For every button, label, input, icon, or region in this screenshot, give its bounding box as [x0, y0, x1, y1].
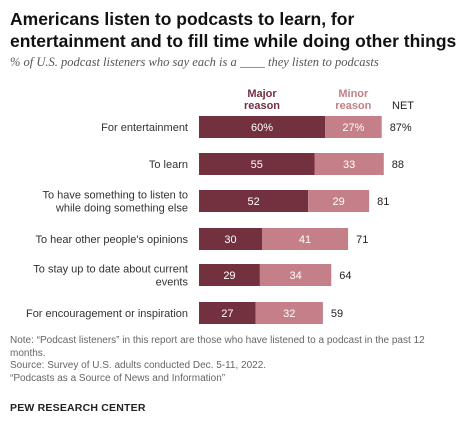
- category-label: For encouragement or inspiration: [26, 308, 188, 320]
- net-header: NET: [392, 100, 414, 112]
- bar-value-label: 34: [289, 270, 301, 282]
- bar-minor: [255, 302, 323, 324]
- bar-major: [199, 153, 315, 175]
- bar-value-label: 41: [299, 234, 311, 246]
- category-label: To hear other people's opinions: [35, 234, 188, 246]
- bar-value-label: 52: [247, 196, 259, 208]
- net-value-label: 81: [377, 196, 389, 208]
- bar-value-label: 32: [283, 308, 295, 320]
- bar-major: [199, 302, 256, 324]
- legend-label-major: Major: [247, 88, 277, 100]
- net-value-label: 64: [339, 270, 351, 282]
- category-label: To stay up to date about current: [33, 264, 188, 276]
- bar-major: [199, 116, 325, 138]
- legend-label-minor: reason: [335, 100, 371, 112]
- source-text: Source: Survey of U.S. adults conducted …: [10, 360, 267, 371]
- bar-minor: [259, 264, 332, 286]
- bar-major: [199, 190, 309, 212]
- category-label: while doing something else: [55, 203, 188, 215]
- notes-section: Note: “Podcast listeners” in this report…: [10, 335, 460, 385]
- bar-value-label: 27: [221, 308, 233, 320]
- category-label: For entertainment: [101, 122, 188, 134]
- chart-title: Americans listen to podcasts to learn, f…: [10, 9, 457, 51]
- bar-minor: [325, 116, 382, 138]
- chart-subtitle: % of U.S. podcast listeners who say each…: [10, 55, 379, 69]
- note-text: Note: “Podcast listeners” in this report…: [10, 335, 425, 359]
- category-label: events: [156, 277, 189, 289]
- bar-value-label: 29: [223, 270, 235, 282]
- bar-minor: [314, 153, 384, 175]
- bar-major: [199, 264, 260, 286]
- net-value-label: 87%: [390, 122, 412, 134]
- net-value-label: 59: [331, 308, 343, 320]
- bar-value-label: 33: [343, 159, 355, 171]
- organization-name: PEW RESEARCH CENTER: [10, 402, 146, 414]
- bar-value-label: 60%: [251, 122, 273, 134]
- legend-label-minor: Minor: [338, 88, 369, 100]
- bar-value-label: 27%: [342, 122, 364, 134]
- report-title: “Podcasts as a Source of News and Inform…: [10, 372, 226, 384]
- bar-major: [199, 228, 262, 250]
- bar-minor: [308, 190, 370, 212]
- category-label: To have something to listen to: [42, 190, 188, 202]
- net-value-label: 71: [356, 234, 368, 246]
- bar-value-label: 29: [333, 196, 345, 208]
- bar-value-label: 55: [251, 159, 263, 171]
- net-value-label: 88: [392, 159, 404, 171]
- bar-minor: [262, 228, 349, 250]
- legend-label-major: reason: [244, 100, 280, 112]
- bar-value-label: 30: [224, 234, 236, 246]
- category-label: To learn: [149, 159, 188, 171]
